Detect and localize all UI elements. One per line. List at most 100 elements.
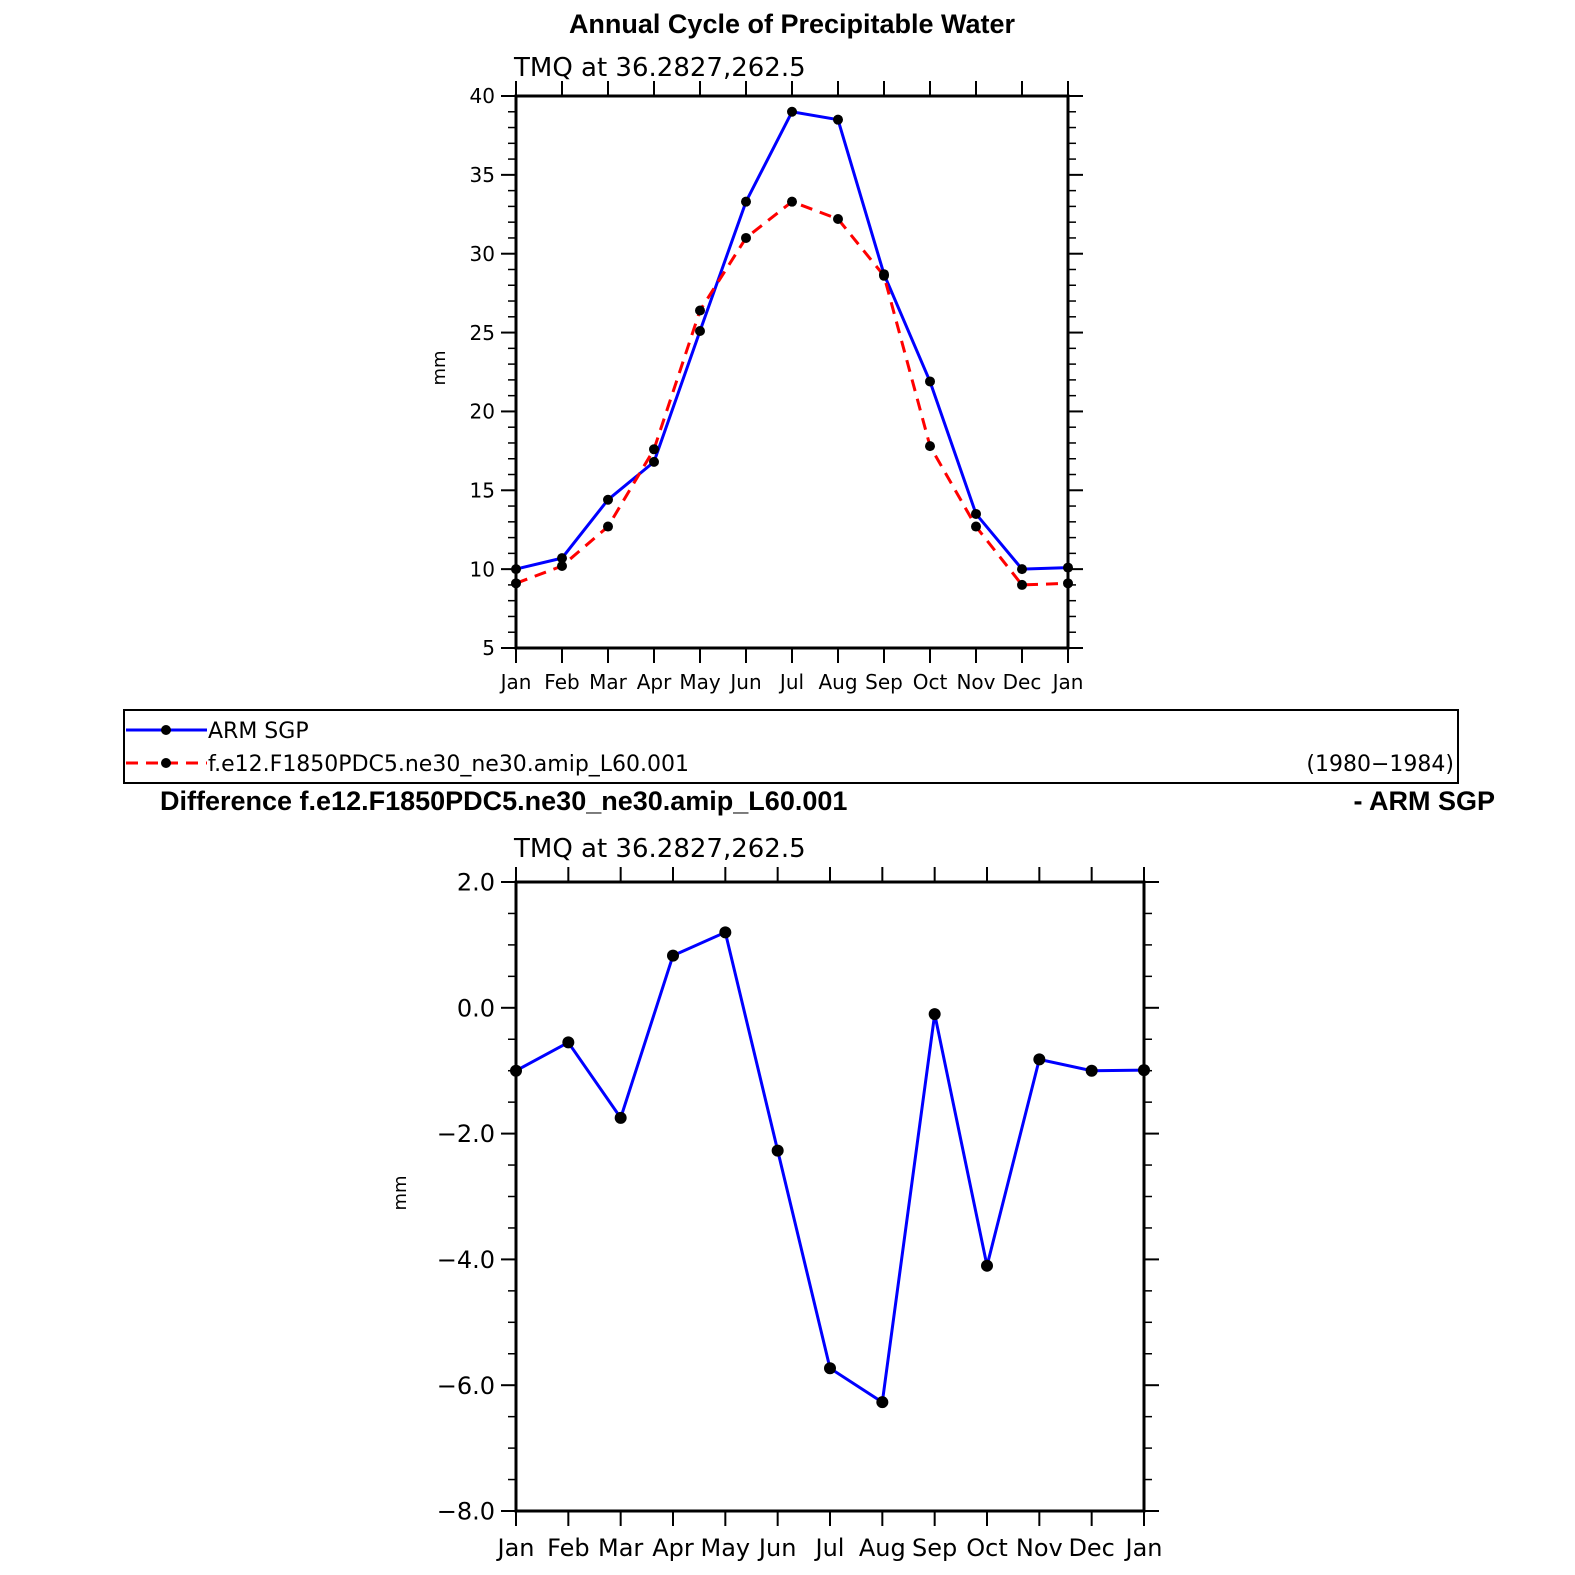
c1-series-0-point <box>1017 564 1027 575</box>
c1-series-0-point <box>1063 562 1073 573</box>
c1-series-1-point <box>1063 578 1073 589</box>
c2-series-0-point <box>614 1111 627 1124</box>
legend-item-arm-sgp: ARM SGP <box>208 719 309 744</box>
annual-cycle-chart: Annual Cycle of Precipitable Water TMQ a… <box>429 9 1083 694</box>
c2-plot-frame <box>514 880 1146 1513</box>
c1-series-1-point <box>695 305 705 316</box>
c1-series-0-point <box>511 564 521 575</box>
c2-xtick-label: Oct <box>966 1534 1008 1562</box>
c2-series-0-point <box>1033 1053 1046 1066</box>
c1-series-1-point <box>511 578 521 589</box>
c1-plot-frame <box>514 94 1070 650</box>
chart2-title: Difference f.e12.F1850PDC5.ne30_ne30.ami… <box>160 786 847 816</box>
c1-series-0-point <box>741 196 751 207</box>
c1-series-0-point <box>787 106 797 117</box>
c1-xtick-label: Jan <box>499 670 532 694</box>
legend-period: (1980−1984) <box>1306 752 1454 777</box>
c2-xtick-label: Jul <box>814 1534 845 1562</box>
legend-marker-arm-sgp <box>161 725 171 735</box>
c2-series-line-0 <box>515 930 1145 1405</box>
c1-ytick-label: 10 <box>470 557 495 581</box>
c2-xtick-label: Apr <box>652 1534 694 1562</box>
c1-xtick-label: Feb <box>544 670 579 694</box>
c1-series-1-point <box>833 214 843 225</box>
c1-series-0-point <box>649 456 659 467</box>
difference-chart: Difference f.e12.F1850PDC5.ne30_ne30.ami… <box>160 786 1495 1562</box>
c1-xtick-label: Aug <box>818 670 857 694</box>
chart1-title: Annual Cycle of Precipitable Water <box>569 9 1016 39</box>
c1-series-1-point <box>649 444 659 455</box>
c1-ytick-label: 35 <box>470 163 495 187</box>
c2-series-0-point <box>1138 1064 1150 1077</box>
c1-xtick-label: May <box>679 670 721 694</box>
c1-series-1-point <box>603 521 613 532</box>
c1-series-1-point <box>1017 579 1027 590</box>
c2-xtick-label: May <box>701 1534 751 1562</box>
c2-xtick-label: Jun <box>757 1534 797 1562</box>
legend: ARM SGP f.e12.F1850PDC5.ne30_ne30.amip_L… <box>123 709 1459 784</box>
c1-ytick-label: 40 <box>470 84 495 108</box>
c2-series-0-point <box>928 1008 941 1021</box>
c2-xtick-label: Feb <box>547 1534 590 1562</box>
c2-series-0-point <box>1085 1064 1098 1077</box>
c1-series-1-point <box>879 270 889 281</box>
c1-series-1-point <box>787 196 797 207</box>
c1-xtick-label: Oct <box>913 670 948 694</box>
c1-series-line-1 <box>515 199 1069 587</box>
chart2-title-right: - ARM SGP <box>1354 786 1496 816</box>
c1-xtick-label: Jun <box>728 670 761 694</box>
c1-ytick-label: 15 <box>470 478 495 502</box>
c1-series-0-point <box>971 508 981 519</box>
c2-xtick-label: Mar <box>598 1534 643 1562</box>
legend-box <box>123 709 1459 784</box>
c1-xtick-label: Sep <box>865 670 903 694</box>
c2-ytick-label: 2.0 <box>457 869 495 897</box>
c1-xtick-label: Mar <box>589 670 628 694</box>
c2-series-0-point <box>981 1259 993 1272</box>
c1-series-0-point <box>603 494 613 505</box>
chart1-ylabel: mm <box>429 350 450 385</box>
c1-series-0-point <box>557 553 567 564</box>
c2-series-0-point <box>667 949 679 962</box>
c2-ytick-label: −6.0 <box>437 1372 495 1400</box>
c1-ytick-label: 25 <box>470 321 495 345</box>
chart1-subtitle: TMQ at 36.2827,262.5 <box>513 53 806 83</box>
c2-series-0-point <box>510 1064 522 1077</box>
c2-xtick-label: Jan <box>1124 1534 1163 1562</box>
c1-xtick-label: Apr <box>637 670 672 694</box>
chart2-subtitle: TMQ at 36.2827,262.5 <box>513 834 806 864</box>
c1-ytick-label: 20 <box>470 400 495 424</box>
legend-item-model: f.e12.F1850PDC5.ne30_ne30.amip_L60.001 <box>208 752 689 777</box>
c1-ytick-label: 5 <box>482 636 495 660</box>
c1-series-1-point <box>925 441 935 452</box>
c2-series-0-point <box>824 1362 836 1375</box>
c1-series-1-point <box>557 560 567 571</box>
c1-xtick-label: Jan <box>1051 670 1084 694</box>
c1-series-line-0 <box>515 110 1069 571</box>
c2-xtick-label: Jan <box>496 1534 535 1562</box>
c2-xtick-label: Aug <box>859 1534 906 1562</box>
c1-xtick-label: Dec <box>1003 670 1042 694</box>
c2-series-0-point <box>562 1036 575 1049</box>
c2-xtick-label: Dec <box>1068 1534 1114 1562</box>
c2-ytick-label: −4.0 <box>437 1246 495 1274</box>
c2-series-0-point <box>771 1144 784 1157</box>
c2-series-0-point <box>719 926 732 939</box>
c1-series-0-point <box>833 114 843 125</box>
c1-xtick-label: Nov <box>956 670 995 694</box>
c1-series-1-point <box>971 521 981 532</box>
c1-ytick-label: 30 <box>470 242 495 266</box>
c2-ytick-label: −8.0 <box>437 1498 495 1526</box>
c2-xtick-label: Nov <box>1016 1534 1063 1562</box>
c2-ytick-label: 0.0 <box>457 994 495 1022</box>
legend-marker-model <box>161 758 171 768</box>
c1-series-0-point <box>925 376 935 387</box>
c1-series-0-point <box>695 325 705 336</box>
c2-ytick-label: −2.0 <box>437 1120 495 1148</box>
chart2-ylabel: mm <box>390 1175 411 1210</box>
c2-series-0-point <box>876 1396 889 1409</box>
c2-xtick-label: Sep <box>912 1534 957 1562</box>
c1-series-1-point <box>741 232 751 243</box>
c1-xtick-label: Jul <box>778 670 804 694</box>
